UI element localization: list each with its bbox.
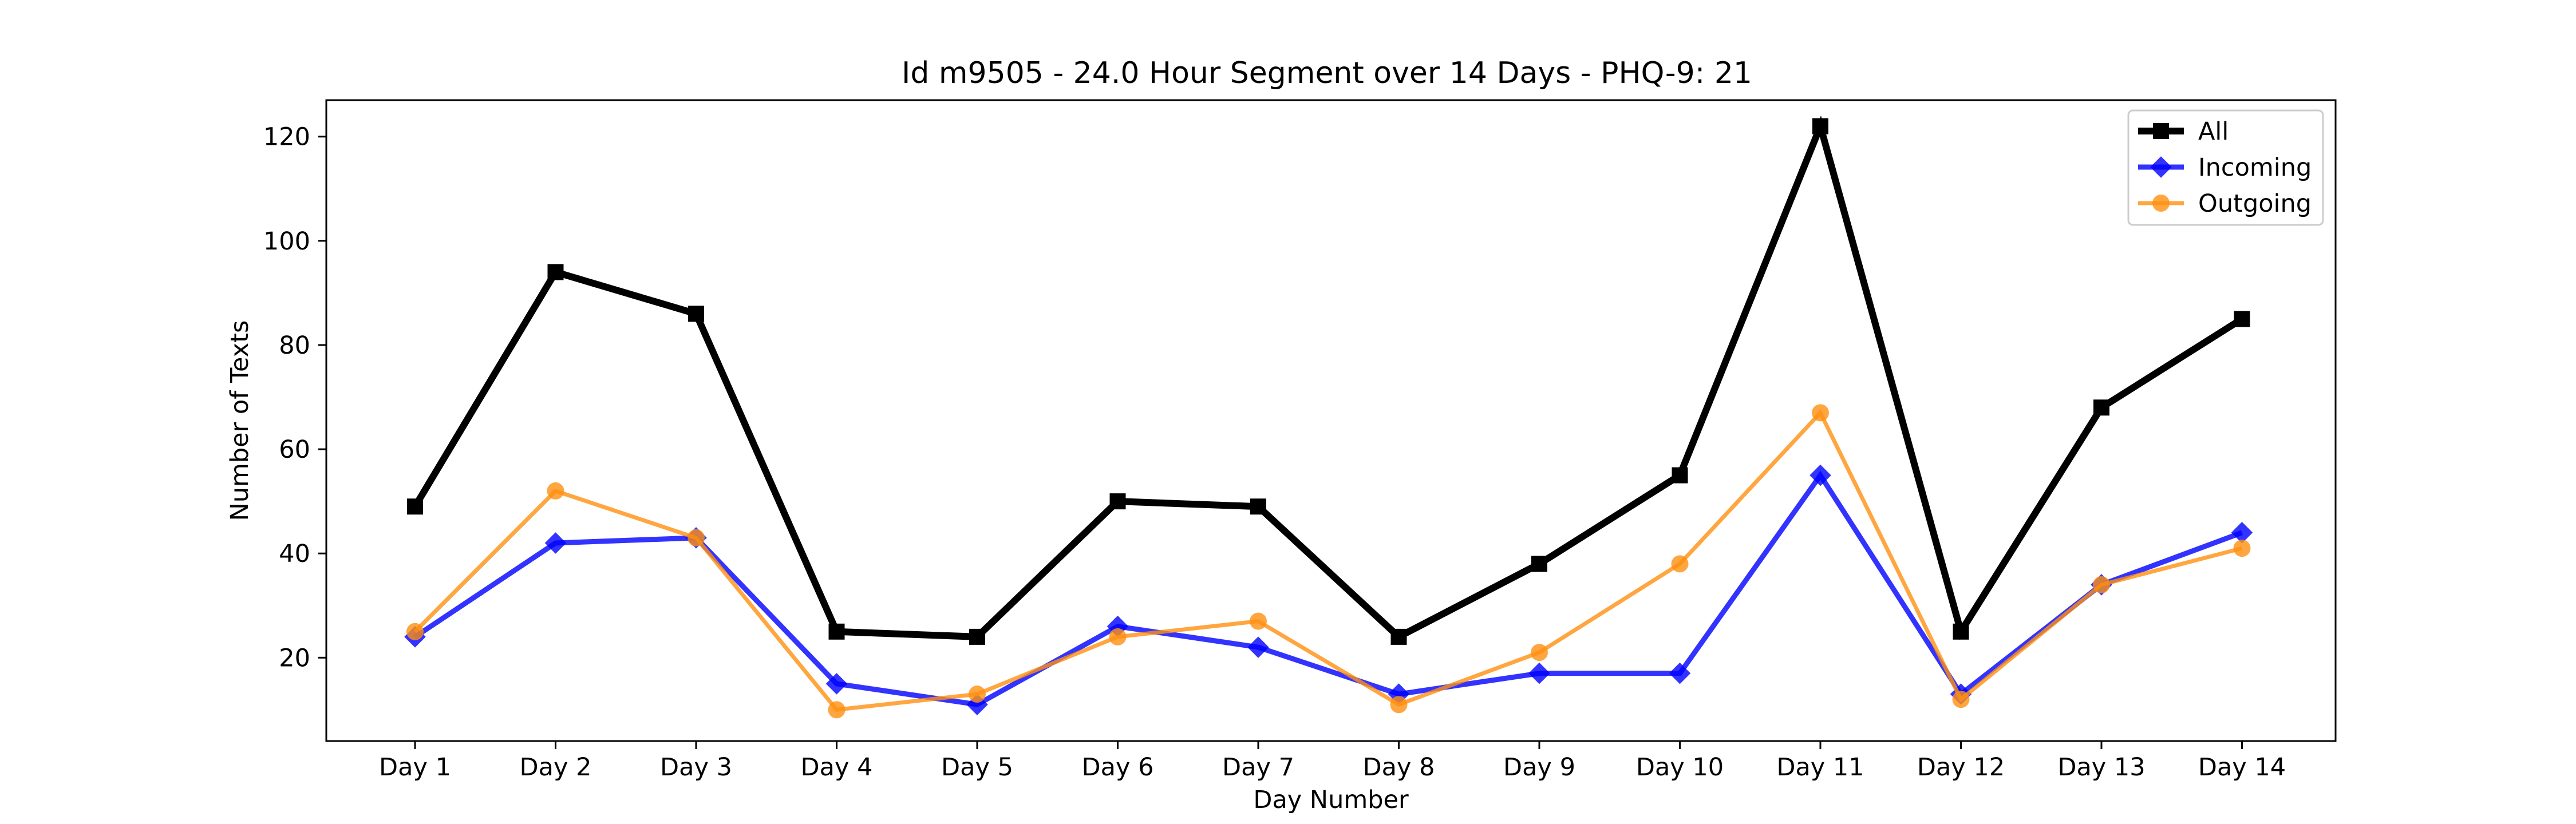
series-layer bbox=[404, 115, 2253, 719]
plot-area-frame bbox=[325, 99, 2337, 742]
legend-entry: Outgoing bbox=[2138, 189, 2312, 218]
data-point bbox=[828, 701, 846, 719]
chart-title: Id m9505 - 24.0 Hour Segment over 14 Day… bbox=[902, 56, 1752, 90]
data-point bbox=[2093, 399, 2109, 416]
data-point bbox=[1809, 464, 1831, 486]
x-tick-label: Day 12 bbox=[1917, 753, 2005, 782]
data-point bbox=[1531, 556, 1547, 572]
data-point bbox=[969, 686, 986, 703]
data-point bbox=[1109, 628, 1127, 645]
data-point bbox=[544, 532, 567, 554]
legend-marker bbox=[2153, 123, 2169, 139]
y-tick-label: 80 bbox=[279, 331, 310, 360]
data-point bbox=[1812, 404, 1829, 422]
data-point bbox=[1109, 493, 1126, 510]
x-tick-label: Day 7 bbox=[1222, 753, 1294, 782]
series-line bbox=[413, 409, 2243, 712]
data-point bbox=[1812, 118, 1828, 134]
data-point bbox=[2231, 522, 2253, 544]
x-tick-label: Day 11 bbox=[1776, 753, 1864, 782]
y-tick-label: 60 bbox=[279, 435, 310, 464]
x-axis: Day 1 Day 2 Day 3 Day 4 Day 5 Day 6 Day 7 Day 8… bbox=[379, 741, 2286, 782]
legend: All Incoming Outgoing bbox=[2127, 109, 2324, 226]
data-point bbox=[688, 306, 704, 322]
data-point bbox=[407, 498, 423, 515]
legend-box bbox=[2127, 109, 2324, 226]
data-point bbox=[1671, 555, 1689, 573]
data-point bbox=[2093, 576, 2110, 593]
data-point bbox=[825, 673, 848, 695]
series-all bbox=[407, 115, 2250, 645]
x-tick-label: Day 10 bbox=[1636, 753, 1724, 782]
series-outgoing bbox=[406, 404, 2251, 719]
data-point bbox=[1528, 662, 1550, 684]
data-point bbox=[1952, 691, 1970, 708]
x-tick-label: Day 6 bbox=[1082, 753, 1154, 782]
x-tick-label: Day 14 bbox=[2198, 753, 2286, 782]
y-axis-label: Number of Texts bbox=[226, 320, 254, 521]
data-point bbox=[1953, 623, 1969, 640]
x-tick-label: Day 3 bbox=[660, 753, 732, 782]
x-tick-label: Day 9 bbox=[1503, 753, 1575, 782]
data-point bbox=[1390, 628, 1407, 645]
x-axis-label: Day Number bbox=[1253, 786, 1409, 814]
x-tick-label: Day 4 bbox=[801, 753, 873, 782]
series-line bbox=[413, 470, 2243, 707]
y-tick-label: 20 bbox=[279, 644, 310, 672]
x-tick-label: Day 13 bbox=[2057, 753, 2145, 782]
y-tick-label: 40 bbox=[279, 540, 310, 568]
data-point bbox=[547, 264, 564, 280]
x-tick-label: Day 8 bbox=[1363, 753, 1435, 782]
data-point bbox=[2234, 311, 2250, 327]
series-incoming bbox=[404, 464, 2253, 716]
data-point bbox=[1669, 662, 1691, 684]
series-line bbox=[412, 115, 2244, 641]
data-point bbox=[547, 482, 564, 500]
legend-marker bbox=[2150, 156, 2172, 178]
data-point bbox=[688, 529, 705, 546]
legend-label: All bbox=[2198, 117, 2229, 146]
data-point bbox=[1247, 636, 1269, 658]
x-tick-label: Day 2 bbox=[520, 753, 592, 782]
data-point bbox=[828, 623, 845, 640]
legend-marker bbox=[2152, 195, 2170, 212]
y-tick-label: 100 bbox=[263, 227, 310, 256]
data-point bbox=[1250, 498, 1266, 515]
data-point bbox=[1531, 644, 1548, 661]
legend-label: Outgoing bbox=[2198, 189, 2312, 218]
data-point bbox=[2233, 540, 2251, 557]
legend-entry: All bbox=[2138, 117, 2229, 146]
data-point bbox=[1390, 696, 1408, 714]
legend-entry: Incoming bbox=[2138, 153, 2312, 182]
x-tick-label: Day 5 bbox=[941, 753, 1013, 782]
y-tick-label: 120 bbox=[263, 123, 310, 152]
y-axis: 20 40 60 80 100 120 bbox=[263, 123, 326, 672]
data-point bbox=[406, 623, 424, 640]
data-point bbox=[1250, 612, 1267, 630]
data-point bbox=[1672, 467, 1688, 484]
x-tick-label: Day 1 bbox=[379, 753, 451, 782]
data-point bbox=[969, 628, 985, 645]
legend-label: Incoming bbox=[2198, 153, 2312, 182]
